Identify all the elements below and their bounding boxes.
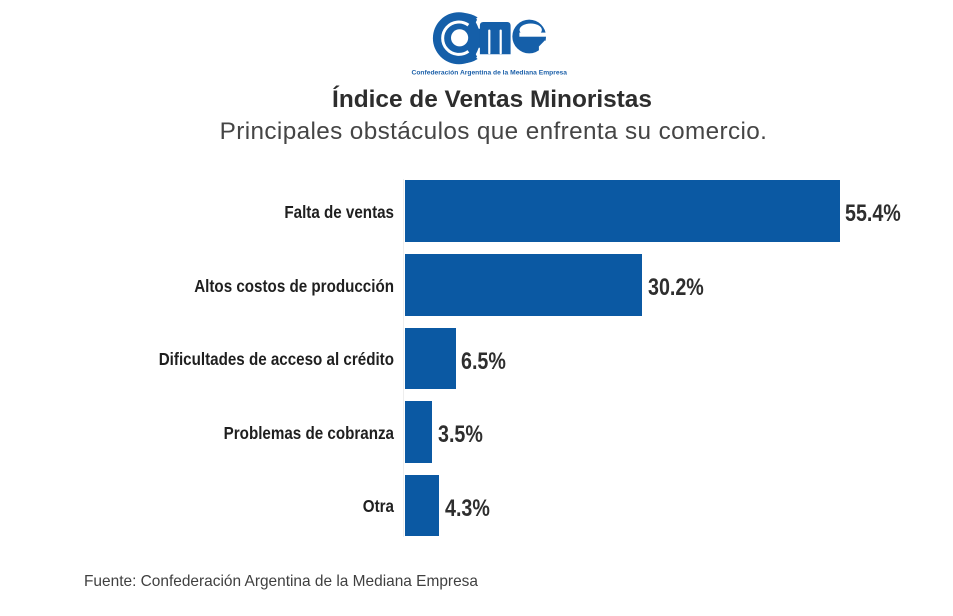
svg-text:Confederación Argentina de la: Confederación Argentina de la Mediana Em… xyxy=(412,69,568,76)
